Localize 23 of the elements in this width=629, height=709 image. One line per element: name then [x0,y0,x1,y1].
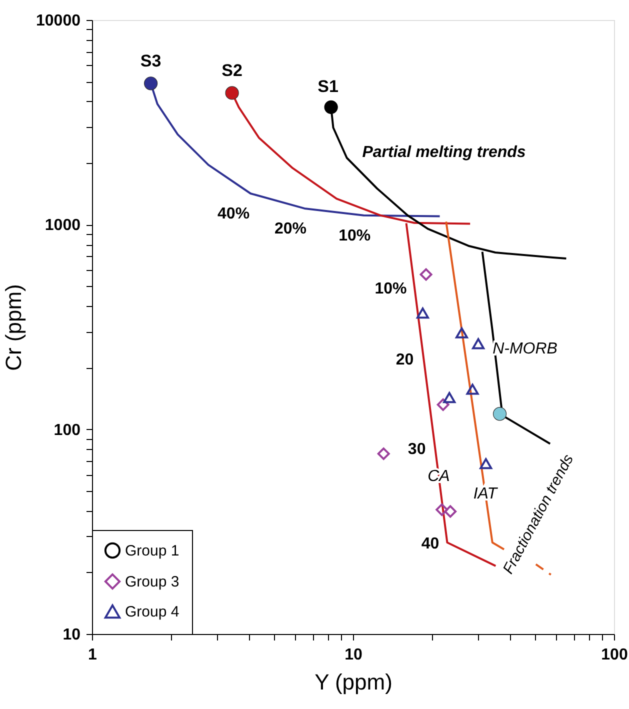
annotation: Partial melting trends [362,144,526,161]
annotation: 40% [218,206,250,222]
x-tick-label: 10 [344,646,362,664]
y-tick-label: 10000 [36,12,81,30]
x-axis-title: Y (ppm) [314,670,392,694]
y-axis-title: Cr (ppm) [1,284,26,371]
y-tick-label: 100 [54,422,81,439]
y-tick-label: 1000 [44,217,81,234]
annotation: 10% [338,227,371,244]
legend-label: Group 1 [125,542,180,560]
legend-label: Group 3 [125,574,180,590]
annotation: S1 [318,77,338,96]
x-tick-label: 1 [88,646,98,664]
annotation: 20% [274,220,307,238]
annotation: 30 [408,441,426,458]
annotation: 10% [374,280,407,298]
annotation: 40 [421,535,440,552]
y-tick-label: 10 [62,626,81,644]
x-tick-label: 100 [601,646,628,664]
legend-label: Group 4 [125,604,180,620]
annotation: S3 [140,51,162,70]
annotation: S2 [222,60,242,80]
annotation: 20 [396,352,414,369]
